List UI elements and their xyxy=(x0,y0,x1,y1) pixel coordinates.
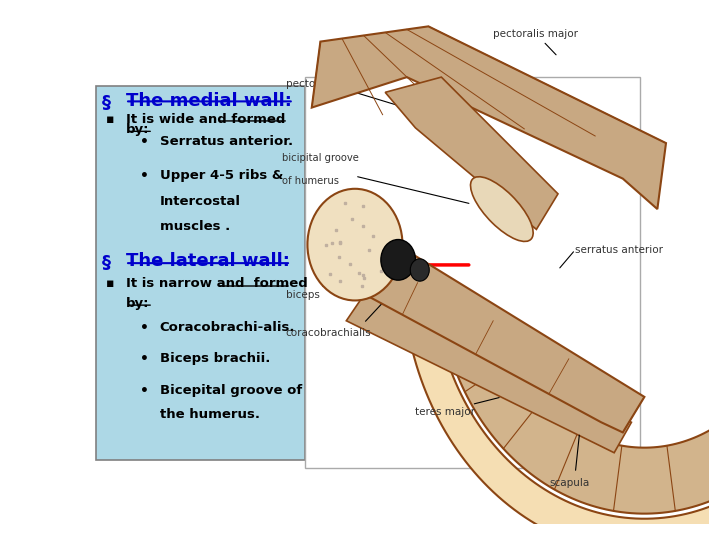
Polygon shape xyxy=(410,334,720,540)
Text: Biceps brachii.: Biceps brachii. xyxy=(160,352,270,365)
Text: pectoralis major: pectoralis major xyxy=(493,29,578,55)
Text: •: • xyxy=(140,136,149,150)
Text: It is wide and formed: It is wide and formed xyxy=(126,113,286,126)
Text: •: • xyxy=(140,168,149,183)
Text: by:: by: xyxy=(126,297,150,310)
Text: §: § xyxy=(102,254,112,272)
Text: The medial wall:: The medial wall: xyxy=(126,92,292,110)
Text: Upper 4-5 ribs &: Upper 4-5 ribs & xyxy=(160,168,283,182)
Text: ▪: ▪ xyxy=(106,113,114,126)
Text: The lateral wall:: The lateral wall: xyxy=(126,252,290,270)
Text: muscles .: muscles . xyxy=(160,220,230,233)
Text: by:: by: xyxy=(126,123,150,136)
Text: Bicepital groove of: Bicepital groove of xyxy=(160,384,302,397)
Text: the humerus.: the humerus. xyxy=(160,408,260,421)
Polygon shape xyxy=(329,230,644,433)
Circle shape xyxy=(410,259,429,281)
Text: §: § xyxy=(102,94,112,112)
FancyBboxPatch shape xyxy=(96,85,305,460)
FancyBboxPatch shape xyxy=(305,77,639,468)
Polygon shape xyxy=(449,331,720,514)
Text: Intercostal: Intercostal xyxy=(160,194,240,207)
Text: of humerus: of humerus xyxy=(282,176,338,186)
Text: teres major: teres major xyxy=(415,407,475,417)
Text: ▪: ▪ xyxy=(106,277,114,290)
Text: biceps: biceps xyxy=(286,291,320,300)
Text: •: • xyxy=(140,321,149,334)
Ellipse shape xyxy=(470,177,534,241)
Polygon shape xyxy=(385,77,558,230)
Text: Coracobrachi-alis.: Coracobrachi-alis. xyxy=(160,321,295,334)
Text: bicipital groove: bicipital groove xyxy=(282,153,359,163)
Polygon shape xyxy=(346,280,631,453)
Text: Serratus anterior.: Serratus anterior. xyxy=(160,136,293,148)
Text: It is narrow and  formed: It is narrow and formed xyxy=(126,277,308,290)
Text: pectoralis minor: pectoralis minor xyxy=(286,79,469,127)
Text: coracobrachialis: coracobrachialis xyxy=(286,328,372,339)
Circle shape xyxy=(381,240,415,280)
Text: serratus anterior: serratus anterior xyxy=(575,245,663,255)
Circle shape xyxy=(307,189,402,300)
Polygon shape xyxy=(312,26,666,209)
Text: •: • xyxy=(140,384,149,398)
Text: scapula: scapula xyxy=(549,478,590,488)
Text: •: • xyxy=(140,352,149,366)
